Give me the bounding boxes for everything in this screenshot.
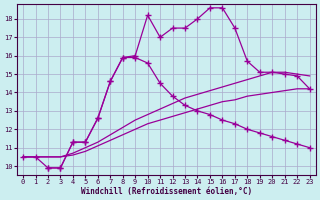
X-axis label: Windchill (Refroidissement éolien,°C): Windchill (Refroidissement éolien,°C) — [81, 187, 252, 196]
